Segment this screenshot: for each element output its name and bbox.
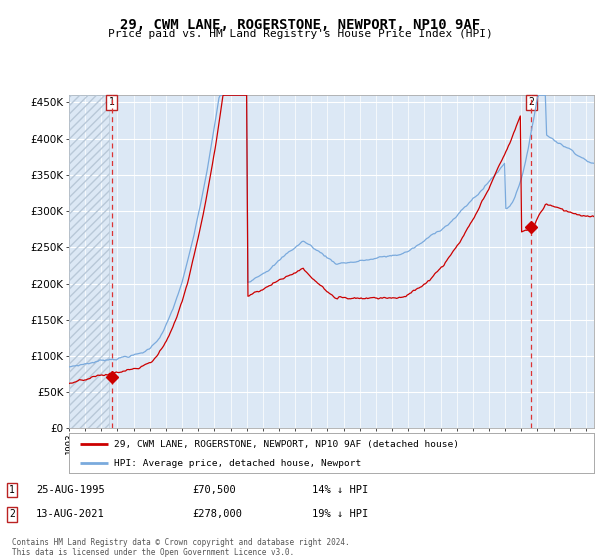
Text: 29, CWM LANE, ROGERSTONE, NEWPORT, NP10 9AF (detached house): 29, CWM LANE, ROGERSTONE, NEWPORT, NP10 … (113, 440, 458, 449)
Text: 29, CWM LANE, ROGERSTONE, NEWPORT, NP10 9AF: 29, CWM LANE, ROGERSTONE, NEWPORT, NP10 … (120, 18, 480, 32)
Text: £70,500: £70,500 (192, 485, 236, 495)
Text: 2: 2 (9, 509, 15, 519)
Text: 2: 2 (529, 97, 534, 108)
Text: £278,000: £278,000 (192, 509, 242, 519)
Text: HPI: Average price, detached house, Newport: HPI: Average price, detached house, Newp… (113, 459, 361, 468)
Text: 13-AUG-2021: 13-AUG-2021 (36, 509, 105, 519)
Text: Contains HM Land Registry data © Crown copyright and database right 2024.
This d: Contains HM Land Registry data © Crown c… (12, 538, 350, 557)
Text: 19% ↓ HPI: 19% ↓ HPI (312, 509, 368, 519)
Text: 1: 1 (9, 485, 15, 495)
Text: Price paid vs. HM Land Registry's House Price Index (HPI): Price paid vs. HM Land Registry's House … (107, 29, 493, 39)
Text: 25-AUG-1995: 25-AUG-1995 (36, 485, 105, 495)
Text: 1: 1 (109, 97, 115, 108)
Text: 14% ↓ HPI: 14% ↓ HPI (312, 485, 368, 495)
